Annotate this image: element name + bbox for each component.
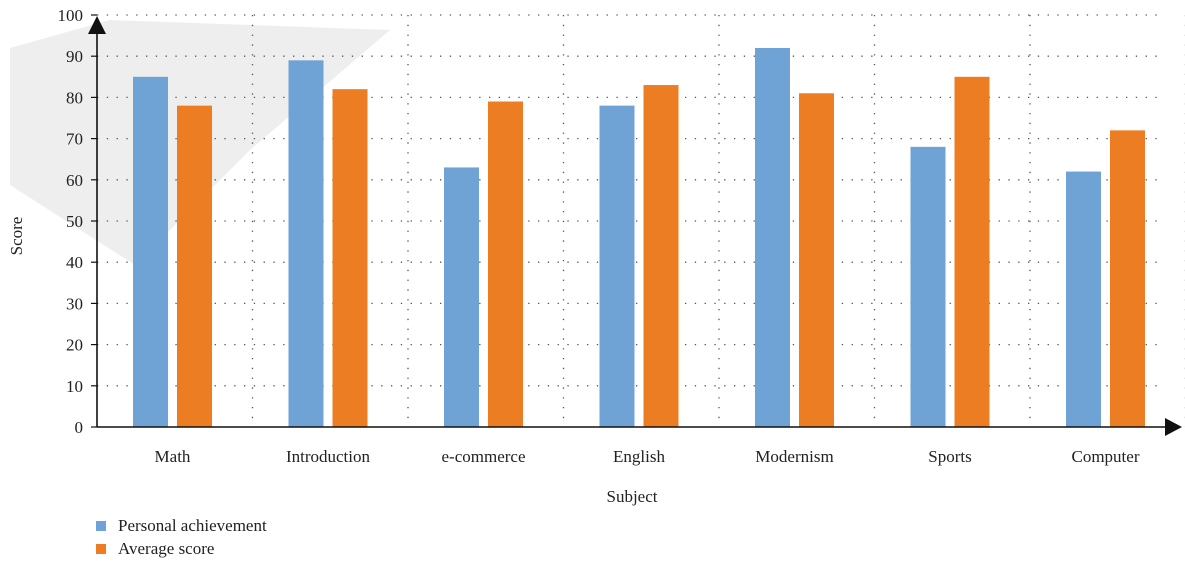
y-tick-label: 80 <box>66 88 83 107</box>
y-tick-label: 100 <box>58 6 84 25</box>
x-tick-label: Sports <box>928 447 971 466</box>
bar-average-score-e-commerce <box>488 101 523 428</box>
y-tick-label: 10 <box>66 377 83 396</box>
bar-personal-achievement-computer <box>1066 171 1101 427</box>
bar-personal-achievement-english <box>599 105 635 427</box>
x-tick-label: e-commerce <box>442 447 526 466</box>
x-tick-label: Math <box>155 447 191 466</box>
legend-item-personal-achievement: Personal achievement <box>96 514 267 537</box>
bar-personal-achievement-e-commerce <box>444 167 479 427</box>
y-tick-label: 90 <box>66 47 83 66</box>
x-axis-label: Subject <box>607 487 658 506</box>
y-tick-labels: 0 10 20 30 40 50 60 70 80 90 100 <box>58 6 84 437</box>
x-tick-label: English <box>613 447 665 466</box>
bar-average-score-computer <box>1110 130 1145 428</box>
y-axis-label: Score <box>7 217 26 256</box>
y-tick-label: 50 <box>66 212 83 231</box>
legend-swatch <box>96 520 106 531</box>
y-tick-label: 40 <box>66 253 83 272</box>
x-tick-labels: Math Introduction e-commerce English Moderni… <box>155 447 1140 466</box>
y-tick-label: 0 <box>75 418 84 437</box>
bar-personal-achievement-math <box>133 76 168 428</box>
legend: Personal achievement Average score <box>96 514 267 560</box>
bar-average-score-sports <box>954 76 990 428</box>
y-tick-label: 30 <box>66 294 83 313</box>
bar-average-score-introduction <box>332 89 368 427</box>
legend-swatch <box>96 543 106 554</box>
x-tick-label: Introduction <box>286 447 371 466</box>
x-tick-label: Computer <box>1072 447 1140 466</box>
legend-label: Average score <box>118 538 215 558</box>
legend-label: Personal achievement <box>118 515 267 535</box>
y-axis-arrow <box>88 16 106 34</box>
legend-item-average-score: Average score <box>96 537 267 560</box>
y-tick-label: 60 <box>66 171 83 190</box>
grid <box>97 14 1185 427</box>
bar-chart: 0 10 20 30 40 50 60 70 80 90 100 Math Introduction e… <box>7 6 1185 506</box>
bar-personal-achievement-sports <box>910 146 946 427</box>
y-tick-label: 70 <box>66 130 83 149</box>
x-tick-label: Modernism <box>755 447 833 466</box>
y-tick-label: 20 <box>66 336 83 355</box>
bars <box>133 47 1145 428</box>
bar-personal-achievement-modernism <box>755 47 790 428</box>
bar-average-score-english <box>643 85 679 427</box>
bar-personal-achievement-introduction <box>288 60 324 427</box>
bar-average-score-modernism <box>799 93 834 427</box>
axes <box>88 14 1182 436</box>
x-axis-arrow <box>1165 418 1182 436</box>
bar-average-score-math <box>177 105 212 427</box>
